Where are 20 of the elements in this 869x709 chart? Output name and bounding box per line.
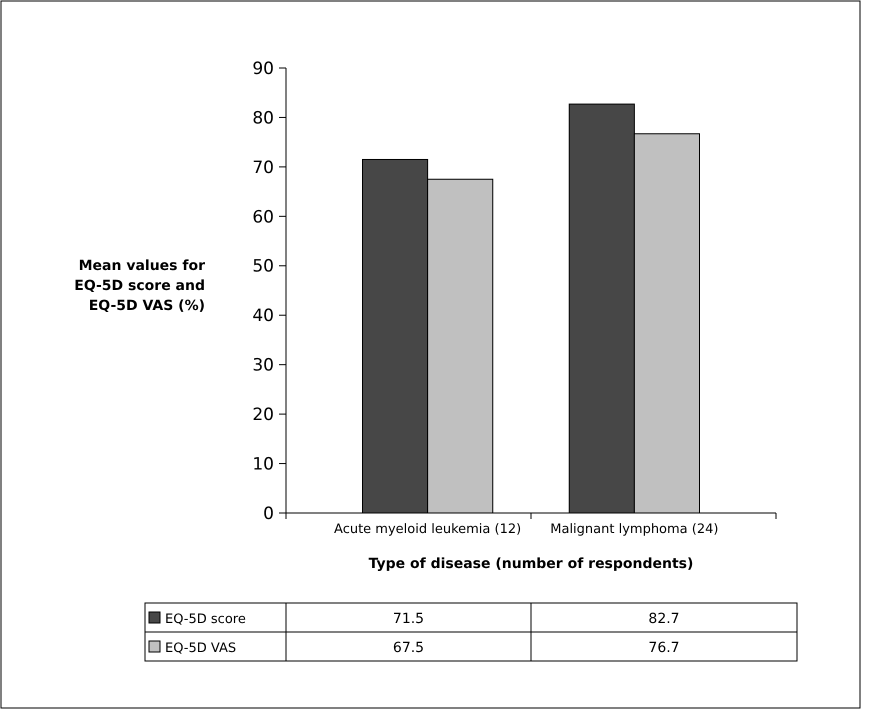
y-tick-label: 20: [252, 405, 274, 426]
y-tick-label: 80: [252, 108, 274, 128]
y-axis-title: Mean values for EQ-5D score and EQ-5D VAS (%): [74, 258, 206, 314]
data-label: 67.5: [392, 640, 424, 656]
data-label: 82.7: [648, 611, 680, 627]
legend-label: EQ-5D score: [165, 612, 246, 627]
legend-label: EQ-5D VAS: [165, 641, 236, 656]
y-tick-label: 0: [263, 504, 274, 524]
y-tick-label: 60: [252, 207, 274, 228]
x-tick-label: Malignant lymphoma (24): [550, 522, 718, 537]
data-label: 71.5: [392, 611, 424, 627]
y-tick-label: 90: [252, 58, 274, 79]
y-tick-label: 30: [252, 356, 274, 376]
y-tick-label: 70: [252, 158, 274, 178]
x-tick-label: Acute myeloid leukemia (12): [334, 522, 522, 537]
x-axis-title: Type of disease (number of respondents): [368, 556, 694, 572]
data-label: 76.7: [648, 640, 680, 656]
y-tick-label: 50: [252, 256, 274, 277]
y-tick-label: 10: [252, 454, 274, 475]
y-tick-label: 40: [252, 306, 274, 326]
